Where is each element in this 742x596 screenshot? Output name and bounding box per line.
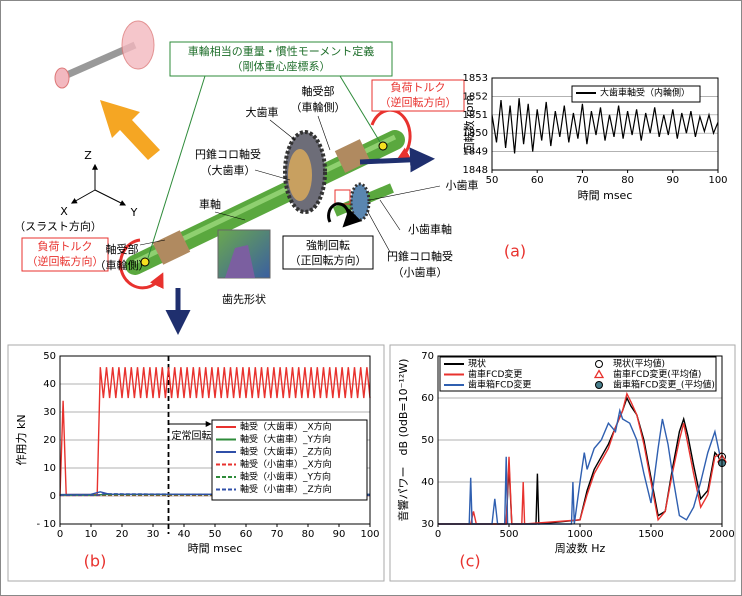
- x-tick-label: 0: [57, 529, 63, 540]
- page: {"chart_data":[ {"type":"line","panel_la…: [0, 0, 742, 596]
- x-tick-label: 1000: [567, 529, 592, 540]
- figure: 車輪相当の重量・慣性モーメント定義 （剛体重心座標系） 負荷トルク （逆回転方向…: [0, 0, 742, 596]
- legend-label: 軸受（大歯車）_Y方向: [240, 433, 331, 445]
- axis-letter: X: [60, 205, 68, 218]
- x-tick-label: 2000: [709, 529, 734, 540]
- diagram-label: 負荷トルク: [38, 240, 93, 253]
- diagram-label: 強制回転: [306, 239, 350, 252]
- panel-label: (b): [84, 552, 107, 571]
- y-tick-label: - 10: [36, 519, 56, 530]
- legend-label: 歯車箱FCD変更_(平均値): [613, 379, 715, 391]
- diagram-label: 車輪相当の重量・慣性モーメント定義: [188, 44, 375, 58]
- legend-label: 現状(平均値): [613, 358, 665, 370]
- pinion: [351, 184, 369, 220]
- navy-arrow: [360, 159, 430, 162]
- legend-label: 軸受（小歯車）_Y方向: [240, 471, 331, 483]
- legend-label: 軸受（小歯車）_Z方向: [240, 483, 332, 495]
- diagram-label: （大歯車）: [201, 163, 256, 177]
- legend-label: 歯車FCD変更(平均値): [613, 368, 701, 380]
- x-tick-label: 100: [708, 175, 727, 186]
- x-tick-label: 30: [147, 529, 160, 540]
- legend-label: 軸受（大歯車）_X方向: [240, 421, 332, 433]
- y-tick-label: 40: [43, 379, 56, 390]
- axis-letter: Y: [130, 206, 138, 219]
- diagram-label: （正回転方向）: [290, 253, 367, 267]
- panel-label: (a): [504, 242, 526, 261]
- diagram-label: 車軸: [199, 197, 221, 211]
- y-tick-label: 0: [50, 491, 56, 502]
- legend-label: 大歯車軸受（内輪側）: [600, 87, 690, 99]
- diagram-label: （逆回転方向）: [380, 95, 457, 109]
- y-axis-label: 音響パワー dB (0dB=10⁻¹²W): [396, 359, 410, 522]
- small-wheel: [55, 68, 69, 88]
- x-tick-label: 80: [302, 529, 315, 540]
- diagram-label: （スラスト方向）: [14, 219, 102, 233]
- x-tick-label: 0: [435, 529, 441, 540]
- small-wheel: [122, 21, 154, 69]
- diagram-label: 軸受部: [302, 84, 335, 98]
- x-tick-label: 60: [240, 529, 253, 540]
- diagram-label: （小歯車）: [393, 265, 448, 279]
- x-tick-label: 40: [178, 529, 191, 540]
- diagram-label: 小歯車: [446, 178, 479, 192]
- annotation: 定常回転: [172, 429, 212, 442]
- diagram-label: （車輪側）: [291, 100, 346, 114]
- avg-marker: [596, 361, 603, 368]
- legend-label: 現状: [468, 358, 486, 370]
- legend-label: 歯車箱FCD変更: [468, 379, 531, 391]
- x-axis-label: 時間 msec: [188, 542, 243, 555]
- y-axis-label: 作用力 kN: [15, 414, 28, 465]
- diagram-label: 歯先形状: [222, 292, 266, 306]
- x-tick-label: 90: [666, 175, 679, 186]
- y-tick-label: 60: [421, 393, 434, 404]
- y-axis-label: 回転数 rpm: [463, 95, 476, 154]
- legend-label: 軸受（小歯車）_X方向: [240, 458, 332, 470]
- diagram-label: （剛体重心座標系）: [232, 59, 331, 73]
- diagram-label: 負荷トルク: [391, 81, 446, 94]
- legend-label: 歯車FCD変更: [468, 368, 522, 380]
- y-tick-label: 70: [421, 351, 434, 362]
- x-tick-label: 90: [333, 529, 346, 540]
- y-tick-label: 20: [43, 435, 56, 446]
- x-tick-label: 80: [621, 175, 634, 186]
- y-tick-label: 1853: [463, 73, 488, 84]
- x-tick-label: 100: [360, 529, 379, 540]
- avg-marker: [596, 382, 603, 389]
- y-tick-label: 50: [43, 351, 56, 362]
- y-tick-label: 50: [421, 435, 434, 446]
- x-axis-label: 時間 msec: [578, 189, 633, 202]
- x-tick-label: 50: [209, 529, 222, 540]
- x-tick-label: 10: [85, 529, 98, 540]
- x-axis-label: 周波数 Hz: [555, 542, 606, 555]
- diagram-label: 小歯車軸: [408, 222, 452, 236]
- diagram-label: 円錐コロ軸受: [387, 249, 453, 263]
- y-tick-label: 1848: [463, 165, 488, 176]
- x-tick-label: 1500: [638, 529, 663, 540]
- cg-point: [379, 142, 387, 150]
- x-tick-label: 70: [576, 175, 589, 186]
- x-tick-label: 60: [531, 175, 544, 186]
- legend-label: 軸受（大歯車）_Z方向: [240, 446, 332, 458]
- y-tick-label: 30: [421, 519, 434, 530]
- y-tick-label: 30: [43, 407, 56, 418]
- diagram-label: 大歯車: [246, 105, 279, 119]
- x-tick-label: 50: [486, 175, 499, 186]
- diagram-label: 円錐コロ軸受: [195, 147, 261, 161]
- large-gear-hub: [288, 149, 312, 201]
- bearing: [158, 241, 185, 254]
- y-tick-label: 10: [43, 463, 56, 474]
- axis-letter: Z: [84, 149, 92, 162]
- x-tick-label: 70: [271, 529, 284, 540]
- panel-label: (c): [459, 552, 480, 571]
- diagram-label: 軸受部: [106, 242, 139, 256]
- x-tick-label: 20: [116, 529, 129, 540]
- x-tick-label: 500: [499, 529, 518, 540]
- diagram-label: （逆回転方向）: [27, 254, 104, 268]
- y-tick-label: 40: [421, 477, 434, 488]
